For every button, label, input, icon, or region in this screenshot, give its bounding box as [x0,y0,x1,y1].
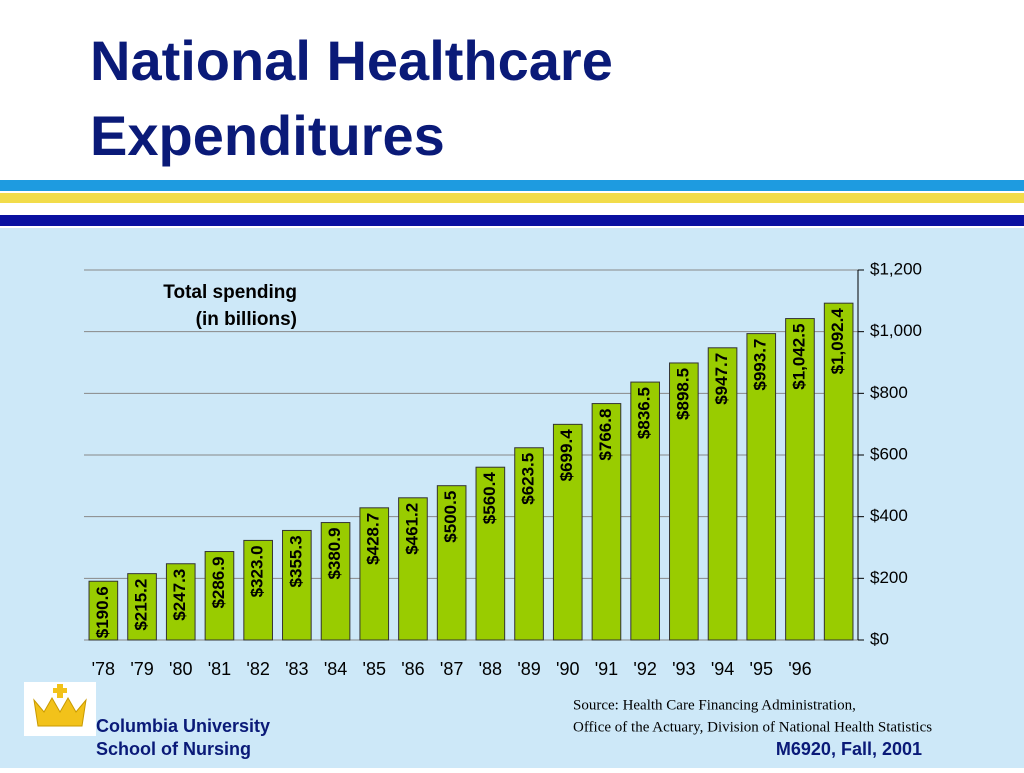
crown-cross [53,688,67,693]
y-tick-label: $200 [870,568,908,587]
bar [475,466,506,641]
value-label: $500.5 [441,491,460,543]
bar [204,551,235,641]
x-tick-label: '83 [285,659,308,679]
x-tick-label: '82 [246,659,269,679]
school: School of Nursing [96,739,251,759]
value-label: $323.0 [248,545,267,597]
value-label: $993.7 [751,339,770,391]
y-tick-label: $1,200 [870,259,922,278]
x-tick-label: '96 [788,659,811,679]
bar [746,333,777,641]
stripe [0,193,1024,203]
value-label: $898.5 [673,368,692,420]
y-tick-label: $600 [870,444,908,463]
annotation: Total spending [163,282,297,303]
y-tick-label: $0 [870,629,889,648]
x-tick-label: '91 [595,659,618,679]
bar [630,381,660,641]
bar [359,507,390,641]
value-label: $560.4 [480,472,499,525]
value-label: $428.7 [364,513,383,565]
crown [33,696,87,727]
x-tick-label: '88 [479,659,502,679]
annotation: (in billions) [196,309,297,330]
x-tick-label: '80 [169,659,192,679]
bar [669,362,699,641]
bar [785,318,815,641]
value-label: $190.6 [93,586,112,638]
value-label: $461.2 [402,503,421,555]
value-label: $1,042.5 [789,324,808,390]
bar [514,447,544,641]
bar [282,529,312,641]
x-tick-label: '87 [440,659,463,679]
x-tick-label: '93 [672,659,695,679]
x-tick-label: '89 [517,659,540,679]
bar [127,573,157,641]
y-tick-label: $400 [870,506,908,525]
stripe [0,180,1024,191]
x-tick-label: '85 [363,659,386,679]
bar [591,403,622,641]
course: M6920, Fall, 2001 [776,739,922,759]
school: Columbia University [96,716,270,736]
x-tick-label: '84 [324,659,347,679]
value-label: $355.3 [286,535,305,587]
x-tick-label: '94 [711,659,734,679]
title: Expenditures [90,104,445,167]
x-tick-label: '78 [92,659,115,679]
x-tick-label: '79 [130,659,153,679]
y-tick-label: $800 [870,383,908,402]
bar [320,522,351,641]
stripe [0,215,1024,226]
value-label: $380.9 [325,528,344,580]
logo [24,682,96,736]
bar [823,302,854,641]
bar [552,423,583,641]
title: National Healthcare [90,29,613,92]
x-tick-label: '95 [750,659,773,679]
bar [398,497,428,641]
x-tick-label: '81 [208,659,231,679]
value-label: $215.2 [132,579,151,631]
source: Source: Health Care Financing Administra… [573,697,856,713]
y-tick-label: $1,000 [870,321,922,340]
x-tick-label: '92 [633,659,656,679]
value-label: $836.5 [635,387,654,439]
value-label: $623.5 [519,453,538,505]
value-label: $286.9 [209,557,228,609]
bar [436,485,467,641]
bar [88,580,119,641]
x-tick-label: '90 [556,659,579,679]
value-label: $1,092.4 [828,308,847,375]
x-tick-label: '86 [401,659,424,679]
value-label: $947.7 [712,353,731,405]
value-label: $699.4 [557,429,576,482]
source: Office of the Actuary, Division of Natio… [573,719,932,735]
bar [243,539,273,641]
bar [165,563,196,641]
value-label: $766.8 [596,409,615,461]
chart-area [0,228,1024,768]
bar [707,347,738,641]
value-label: $247.3 [170,569,189,621]
